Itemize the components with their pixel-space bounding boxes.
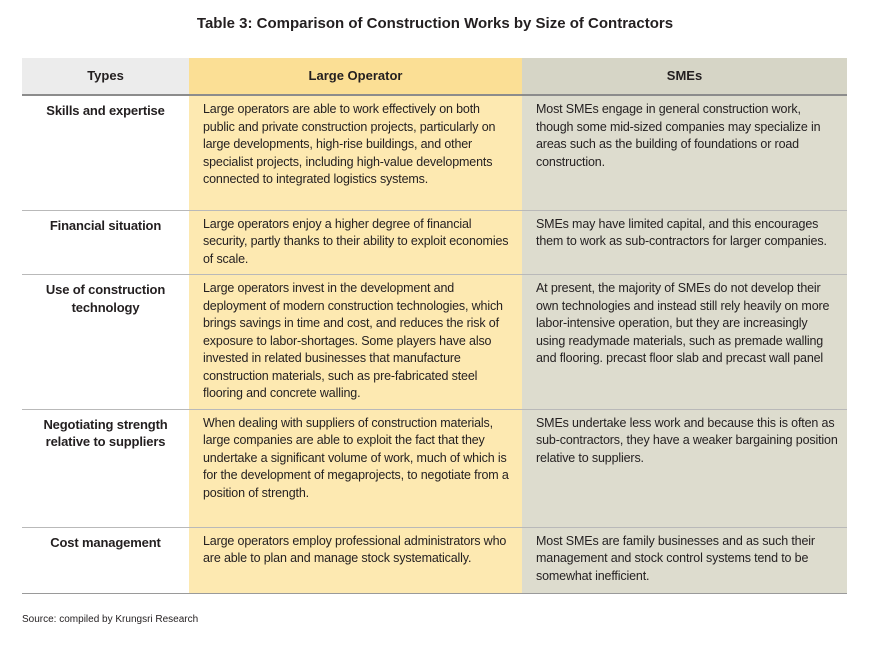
header-smes: SMEs: [522, 58, 847, 96]
table-row: Negotiating strength relative to supplie…: [22, 409, 847, 528]
table-title: Table 3: Comparison of Construction Work…: [196, 15, 674, 32]
large-operator-cell: Large operators enjoy a higher degree of…: [189, 210, 522, 275]
large-operator-cell: Large operators invest in the developmen…: [189, 274, 522, 410]
sme-cell: At present, the majority of SMEs do not …: [522, 274, 847, 410]
header-large-operator: Large Operator: [189, 58, 522, 96]
table-row: Skills and expertise Large operators are…: [22, 95, 847, 211]
row-type-label: Skills and expertise: [22, 95, 189, 211]
comparison-table: Types Large Operator SMEs Skills and exp…: [22, 58, 847, 594]
table-row: Financial situation Large operators enjo…: [22, 210, 847, 275]
table-row: Cost management Large operators employ p…: [22, 527, 847, 594]
large-operator-cell: When dealing with suppliers of construct…: [189, 409, 522, 528]
header-types: Types: [22, 58, 189, 96]
large-operator-cell: Large operators employ professional admi…: [189, 527, 522, 594]
large-operator-cell: Large operators are able to work effecti…: [189, 95, 522, 211]
row-type-label: Negotiating strength relative to supplie…: [22, 409, 189, 528]
sme-cell: Most SMEs are family businesses and as s…: [522, 527, 847, 594]
row-type-label: Use of construction technology: [22, 274, 189, 410]
sme-cell: Most SMEs engage in general construction…: [522, 95, 847, 211]
row-type-label: Cost management: [22, 527, 189, 594]
row-type-label: Financial situation: [22, 210, 189, 275]
source-note: Source: compiled by Krungsri Research: [22, 614, 199, 625]
sme-cell: SMEs undertake less work and because thi…: [522, 409, 847, 528]
table-row: Use of construction technology Large ope…: [22, 274, 847, 410]
sme-cell: SMEs may have limited capital, and this …: [522, 210, 847, 275]
header-row: Types Large Operator SMEs: [22, 58, 847, 96]
